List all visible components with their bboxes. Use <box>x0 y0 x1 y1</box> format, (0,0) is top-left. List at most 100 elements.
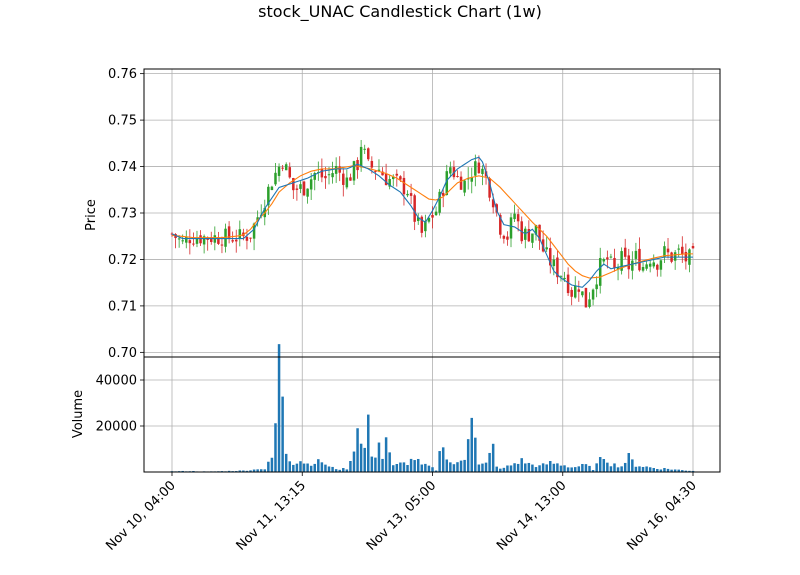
volume-bar <box>334 469 338 472</box>
volume-bar <box>288 461 292 472</box>
volume-bar <box>541 463 545 472</box>
candle-body <box>313 172 316 180</box>
candle-body <box>252 223 256 239</box>
candle-body <box>563 277 566 280</box>
volume-bar <box>342 468 345 472</box>
volume-axis: 20000 40000 <box>96 374 144 435</box>
candle-body <box>491 199 495 208</box>
volume-bar <box>431 467 434 472</box>
candle-body <box>559 276 563 278</box>
volume-bar <box>641 466 645 472</box>
candle-body <box>202 236 206 245</box>
ma-fast-line <box>171 156 693 288</box>
volume-bar <box>277 344 281 472</box>
candle-body <box>598 258 602 286</box>
price-axis: 0.70 0.71 0.72 0.73 0.74 0.75 0.76 <box>108 67 144 361</box>
candle-body <box>381 171 384 176</box>
candle-body <box>673 252 677 261</box>
volume-bar <box>227 470 231 472</box>
volume-bar <box>459 460 463 472</box>
volume-bar <box>570 467 573 472</box>
volume-bar <box>395 464 399 472</box>
price-tick-label: 0.73 <box>108 207 137 222</box>
candle-body <box>602 259 606 262</box>
candle-body <box>645 264 648 269</box>
volume-bar <box>463 459 466 472</box>
candle-body <box>534 225 538 235</box>
candle-body <box>438 191 441 213</box>
volume-bar <box>456 462 459 472</box>
volume-bar <box>441 447 445 472</box>
candle-body <box>356 160 359 171</box>
candle-body <box>577 289 581 292</box>
candle-body <box>474 161 477 176</box>
candle-body <box>445 171 449 195</box>
candle-body <box>531 233 534 243</box>
candle-body <box>591 289 595 300</box>
volume-bar <box>666 468 670 472</box>
volume-bar <box>438 451 441 472</box>
candle-body <box>409 193 413 196</box>
volume-bar <box>274 423 277 472</box>
candle-body <box>199 235 202 244</box>
price-tick-label: 0.72 <box>108 253 137 268</box>
volume-bar <box>491 443 495 472</box>
volume-bar <box>673 469 677 472</box>
candle-body <box>384 173 388 186</box>
candle-body <box>691 246 695 249</box>
volume-bar <box>566 467 570 472</box>
volume-bar <box>659 469 663 472</box>
volume-bar <box>445 459 449 472</box>
volume-bar <box>606 462 609 472</box>
volume-bar <box>327 466 331 472</box>
volume-bar <box>388 452 391 472</box>
price-axis-label: Price <box>84 199 99 231</box>
volume-bar <box>256 469 259 472</box>
volume-bar <box>416 458 420 472</box>
candle-body <box>463 180 466 193</box>
candle-body <box>306 188 309 197</box>
volume-bar <box>652 468 655 472</box>
candle-body <box>659 260 663 270</box>
candle-body <box>656 264 659 270</box>
volume-bar <box>313 463 316 472</box>
candle-body <box>616 267 620 270</box>
volume-bar <box>331 466 334 472</box>
candle-body <box>309 179 313 190</box>
candle-body <box>663 246 666 258</box>
candle-body <box>677 248 680 250</box>
volume-bar <box>623 462 627 472</box>
candle-body <box>181 240 184 242</box>
candle-body <box>481 168 484 175</box>
volume-bar <box>352 451 356 472</box>
candle-body <box>513 213 516 220</box>
candle-body <box>666 248 670 253</box>
candle-body <box>406 193 409 196</box>
candle-body <box>459 176 463 190</box>
volume-bar <box>545 464 548 472</box>
candle-body <box>570 289 573 297</box>
volume-bar <box>349 461 352 472</box>
volume-bar <box>238 470 242 472</box>
volume-bar <box>499 468 502 472</box>
volume-bar <box>670 469 673 472</box>
candle-body <box>573 286 577 298</box>
volume-bar <box>516 463 520 472</box>
candle-body <box>284 164 288 171</box>
volume-bar <box>402 462 406 472</box>
price-tick-label: 0.70 <box>108 346 137 361</box>
candle-body <box>648 263 652 267</box>
volume-bar <box>634 466 638 472</box>
volume-bar <box>306 463 309 472</box>
volume-bar <box>320 462 324 472</box>
volume-bar <box>356 428 359 472</box>
x-tick-label: Nov 13, 05:00 <box>364 478 440 554</box>
volume-bar <box>681 470 684 472</box>
volume-bar <box>524 463 527 472</box>
candle-body <box>367 148 370 160</box>
candle-body <box>456 176 459 178</box>
candle-body <box>609 256 613 258</box>
volume-bar <box>627 453 631 472</box>
moving-average-lines <box>171 156 693 288</box>
